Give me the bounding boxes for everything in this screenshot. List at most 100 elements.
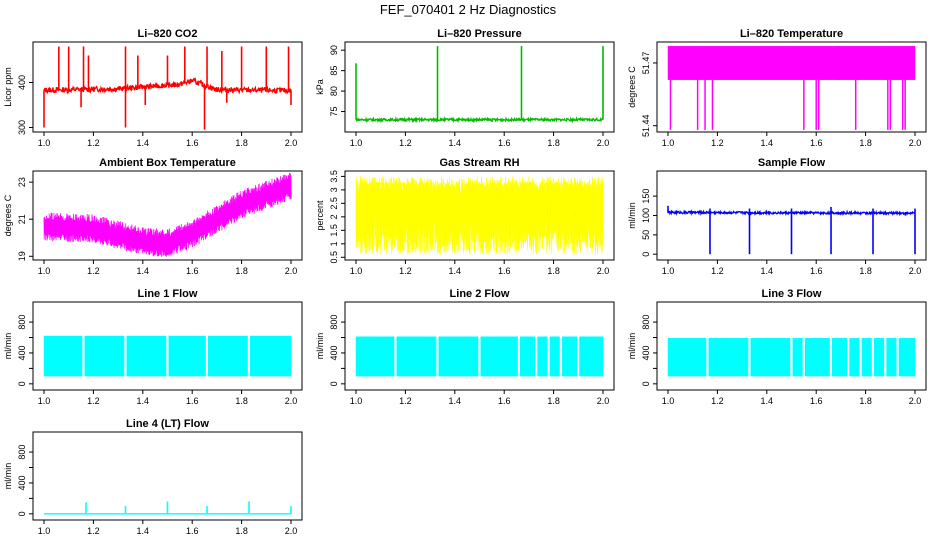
panel-pressure: Li–820 Pressure kPa 1.0 1.2 1.4 1.6 1.8 2.0 75 80…: [315, 28, 615, 148]
y-tick-label: 1.5: [329, 224, 339, 237]
x-tick-label: 1.4: [761, 138, 774, 148]
data-gap: [706, 337, 709, 378]
y-axis-label: percent: [315, 200, 325, 231]
data-gap: [896, 337, 899, 378]
series-ambient: [43, 172, 292, 257]
data-gap: [559, 335, 563, 378]
data-band: [667, 45, 916, 80]
x-tick-label: 1.2: [711, 396, 724, 406]
y-tick-label: 2.5: [329, 197, 339, 210]
x-tick-label: 2.0: [285, 138, 298, 148]
plot-frame: [32, 170, 303, 261]
x-tick-label: 1.8: [547, 138, 560, 148]
data-trace: [43, 172, 292, 257]
x-tick-label: 1.0: [350, 396, 363, 406]
figure-title: FEF_070401 2 Hz Diagnostics: [380, 2, 557, 17]
x-tick-label: 2.0: [285, 526, 298, 536]
data-gap: [436, 335, 439, 378]
x-tick-label: 1.2: [87, 526, 100, 536]
x-tick-label: 1.6: [810, 266, 823, 276]
panel-ambient: Ambient Box Temperature degrees C 1.0 1.2 1.…: [3, 157, 303, 276]
plot-frame: [344, 170, 615, 261]
data-gap: [748, 337, 751, 378]
series-rh: [355, 176, 604, 255]
x-tick-label: 1.6: [186, 396, 199, 406]
y-tick-label: 400: [641, 345, 651, 360]
y-tick-label: 300: [17, 120, 27, 135]
x-tick-label: 1.6: [498, 138, 511, 148]
series-line1: [43, 334, 292, 378]
y-tick-label: 800: [329, 315, 339, 330]
x-tick-label: 1.6: [186, 266, 199, 276]
x-tick-label: 1.8: [859, 396, 872, 406]
series-line2: [355, 335, 604, 378]
series-co2: [43, 46, 292, 130]
y-axis-label: ml/min: [627, 202, 637, 229]
x-tick-label: 1.0: [662, 396, 675, 406]
plot-frame: [656, 41, 927, 133]
x-tick-label: 2.0: [285, 396, 298, 406]
data-gap: [859, 337, 862, 378]
panel-line3: Line 3 Flow ml/min 1.0 1.2 1.4 1.6 1.8 2.0 0 400 8…: [627, 288, 927, 406]
data-gap: [124, 334, 127, 378]
x-tick-label: 1.0: [662, 138, 675, 148]
panel-title: Line 2 Flow: [450, 288, 510, 300]
y-tick-label: 2: [329, 214, 339, 219]
y-tick-label: 0: [641, 381, 651, 386]
x-tick-label: 2.0: [909, 138, 922, 148]
x-tick-label: 1.2: [711, 138, 724, 148]
x-tick-label: 2.0: [597, 396, 610, 406]
x-tick-label: 1.6: [498, 396, 511, 406]
x-tick-label: 1.4: [137, 396, 150, 406]
panel-title: Li–820 Temperature: [740, 28, 843, 40]
y-axis-label: degrees C: [627, 66, 637, 108]
panel-title: Li–820 CO2: [138, 28, 198, 40]
x-tick-label: 1.8: [547, 266, 560, 276]
x-tick-label: 1.0: [38, 266, 51, 276]
data-gap: [871, 337, 875, 378]
y-tick-label: 0: [17, 511, 27, 516]
panel-line2: Line 2 Flow ml/min 1.0 1.2 1.4 1.6 1.8 2.0 0 400 8…: [315, 288, 615, 406]
y-tick-label: 800: [17, 445, 27, 460]
plot-frame: [344, 301, 615, 391]
y-tick-label: 3: [329, 187, 339, 192]
y-tick-label: 3.5: [329, 170, 339, 183]
x-tick-label: 1.4: [449, 138, 462, 148]
x-tick-label: 2.0: [909, 266, 922, 276]
series-licor_temp: [667, 45, 916, 130]
data-gap: [802, 337, 805, 378]
data-gap: [847, 337, 850, 378]
panel-co2: Li–820 CO2 Licor ppm 1.0 1.2 1.4 1.6 1.8 2.0 300…: [3, 28, 303, 148]
y-tick-label: 100: [641, 208, 651, 223]
x-tick-label: 1.8: [235, 138, 248, 148]
data-gap: [166, 334, 169, 378]
y-tick-label: 51.47: [641, 52, 651, 75]
y-axis-label: ml/min: [627, 333, 637, 360]
data-trace: [355, 116, 604, 124]
y-tick-label: 75: [329, 107, 339, 117]
data-gap: [517, 335, 521, 378]
x-tick-label: 1.0: [662, 266, 675, 276]
y-tick-label: 85: [329, 66, 339, 76]
panel-title: Line 4 (LT) Flow: [126, 418, 209, 430]
x-tick-label: 1.8: [859, 266, 872, 276]
y-tick-label: 400: [17, 345, 27, 360]
x-tick-label: 1.4: [137, 138, 150, 148]
x-tick-label: 1.2: [399, 266, 412, 276]
y-tick-label: 50: [641, 230, 651, 240]
y-tick-label: 0: [329, 381, 339, 386]
panel-title: Line 3 Flow: [762, 288, 822, 300]
series-line3: [667, 337, 916, 378]
x-tick-label: 1.0: [38, 396, 51, 406]
x-tick-label: 1.0: [350, 266, 363, 276]
x-tick-label: 1.2: [399, 396, 412, 406]
series-pressure: [355, 46, 604, 124]
x-tick-label: 1.4: [761, 396, 774, 406]
x-tick-label: 1.2: [711, 266, 724, 276]
panel-title: Gas Stream RH: [439, 157, 519, 169]
panel-sample_flow: Sample Flow ml/min 1.0 1.2 1.4 1.6 1.8 2.0 0 50 10…: [627, 157, 927, 276]
x-tick-label: 1.6: [498, 266, 511, 276]
panel-title: Line 1 Flow: [138, 288, 198, 300]
y-tick-label: 19: [17, 251, 27, 261]
data-gap: [535, 335, 538, 378]
